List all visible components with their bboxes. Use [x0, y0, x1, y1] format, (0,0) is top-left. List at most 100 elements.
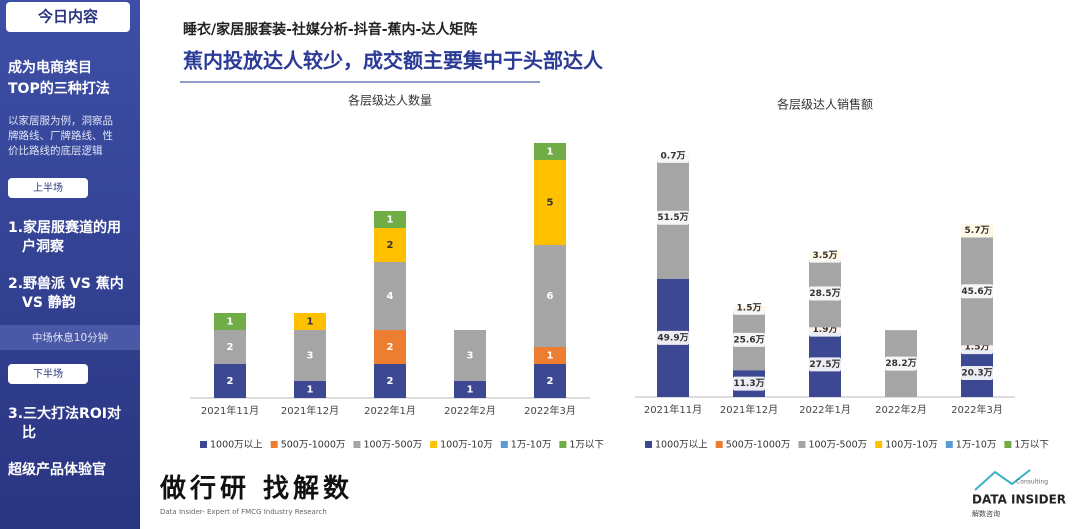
legend-swatch [353, 441, 361, 448]
x-tick-label: 2022年2月 [444, 404, 496, 417]
brand-logo [974, 469, 1031, 491]
pill-label: 上半场 [33, 181, 63, 194]
x-tick-label: 2022年1月 [364, 404, 416, 417]
chart-title: 各层级达人销售额 [777, 97, 873, 112]
legend-swatch [430, 441, 438, 448]
agenda-item: 超级产品体验官 [7, 461, 106, 478]
value-label: 2 [227, 376, 234, 387]
value-label-box [809, 357, 841, 372]
footer-tagline: Data Insider- Expert of FMCG Industry Re… [160, 508, 327, 516]
bar-segment [534, 364, 566, 398]
value-label: 5 [547, 198, 554, 209]
legend-label: 1万-10万 [956, 440, 997, 451]
value-label: 20.3万 [961, 367, 992, 378]
x-tick-label: 2022年3月 [951, 403, 1003, 416]
bar-segment [534, 143, 566, 160]
sidebar-heading-box [6, 2, 130, 32]
sidebar-intro: 价比路线的底层逻辑 [8, 144, 103, 157]
value-label: 45.6万 [961, 286, 992, 297]
bar-segment [294, 381, 326, 398]
value-label: 25.6万 [733, 334, 764, 345]
bar-segment [454, 381, 486, 398]
x-tick-label: 2021年12月 [720, 403, 778, 416]
value-label: 11.3万 [733, 378, 764, 389]
bar-segment [374, 364, 406, 398]
bar-segment [214, 330, 246, 364]
legend-label: 1000万以上 [655, 440, 708, 451]
legend-label: 1万以下 [1014, 440, 1049, 451]
agenda-item: 比 [22, 424, 36, 441]
agenda-item: 1.家居服赛道的用 [8, 219, 121, 236]
legend-label: 100万-10万 [440, 440, 493, 451]
legend-label: 100万-500万 [808, 440, 867, 451]
footer-slogan: 做行研 找解数 [159, 473, 353, 504]
x-tick-label: 2021年12月 [281, 404, 339, 417]
x-tick-label: 2021年11月 [644, 403, 702, 416]
value-label-box [733, 300, 765, 315]
value-label: 1 [227, 317, 234, 328]
bar-segment [374, 262, 406, 330]
legend-swatch [715, 441, 723, 448]
legend-label: 1万-10万 [511, 440, 552, 451]
legend-label: 1万以下 [569, 440, 604, 451]
value-label: 3 [467, 351, 474, 362]
x-tick-label: 2022年1月 [799, 403, 851, 416]
value-label: 27.5万 [809, 359, 840, 370]
brand-sub: Consulting [1016, 479, 1048, 486]
value-label-box [733, 332, 765, 347]
sidebar-heading: 今日内容 [37, 8, 98, 26]
pill [8, 364, 88, 384]
value-label: 2 [547, 376, 554, 387]
value-label-box [885, 356, 917, 371]
sidebar-intro: 牌路线、厂牌路线、性 [8, 129, 113, 142]
sidebar-intro: 以家居服为例，洞察品 [8, 114, 113, 127]
legend-swatch [645, 441, 652, 448]
value-label: 5.7万 [965, 225, 990, 236]
headline: 蕉内投放达人较少，成交额主要集中于头部达人 [183, 49, 604, 73]
sidebar-bg [0, 0, 140, 529]
value-label: 1 [467, 385, 474, 396]
agenda-item: 3.三大打法ROI对 [8, 405, 121, 422]
value-label: 2 [387, 376, 394, 387]
value-label: 1 [387, 215, 394, 226]
value-label: 1.5万 [737, 302, 762, 313]
value-label: 28.5万 [809, 288, 840, 299]
value-label-box [657, 148, 689, 163]
legend-swatch [559, 441, 567, 448]
bar-segment [214, 313, 246, 330]
pill-label: 下半场 [33, 367, 63, 380]
break-band [0, 325, 140, 350]
value-label-box [733, 376, 765, 391]
bar-segment [534, 160, 566, 245]
chart-title: 各层级达人数量 [348, 93, 432, 108]
bar-segment [374, 330, 406, 364]
value-label: 0.7万 [661, 150, 686, 161]
x-tick-label: 2022年2月 [875, 403, 927, 416]
value-label-box [961, 223, 993, 238]
agenda-item: VS 静韵 [22, 294, 76, 311]
bar-segment [454, 330, 486, 381]
value-label: 1.5万 [965, 342, 990, 353]
value-label: 2 [387, 342, 394, 353]
bar-segment [294, 313, 326, 330]
bar-segment [534, 347, 566, 364]
break-label: 中场休息10分钟 [32, 331, 108, 344]
bar-segment [534, 245, 566, 347]
value-label: 2 [227, 342, 234, 353]
pill [8, 178, 88, 198]
value-label: 1 [307, 385, 314, 396]
value-label: 6 [547, 291, 554, 302]
legend-swatch [270, 441, 278, 448]
legend-swatch [200, 441, 207, 448]
bar-segment [374, 228, 406, 262]
brand-cn: 解数咨询 [972, 509, 1000, 518]
value-label: 1 [307, 317, 314, 328]
value-label: 1 [547, 147, 554, 158]
legend-label: 100万-500万 [363, 440, 422, 451]
bar-segment [374, 211, 406, 228]
legend-swatch [875, 441, 883, 448]
value-label-box [809, 286, 841, 301]
sidebar-topic: TOP的三种打法 [8, 80, 110, 97]
agenda-item: 2.野兽派 VS 蕉内 [8, 275, 124, 292]
